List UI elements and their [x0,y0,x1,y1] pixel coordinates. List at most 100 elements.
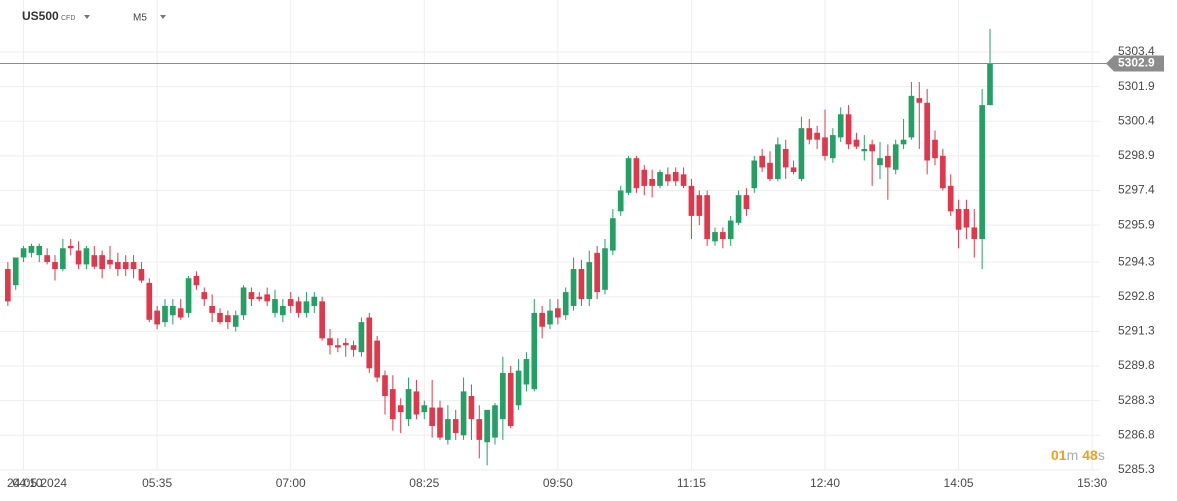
candle-body [720,232,726,239]
y-tick-label: 5291.3 [1118,324,1155,338]
dropdown-arrow[interactable] [160,15,166,19]
candle-body [633,158,640,189]
candle-body [248,292,255,300]
y-tick-label: 5285.3 [1118,462,1155,476]
candle-body [327,338,333,346]
candle-body [602,248,608,290]
candle-body [44,255,50,263]
candle-body [170,305,176,316]
y-tick-label: 5288.3 [1118,393,1155,407]
candle-body [36,245,43,256]
y-tick-label: 5297.4 [1118,183,1155,197]
candle-body [570,269,577,306]
candle-body [547,310,553,325]
candle-body [830,135,836,159]
y-tick-label: 5303.4 [1118,44,1155,58]
y-tick-label: 5292.8 [1118,289,1155,303]
candle-body [272,299,278,313]
candle-body [680,174,687,186]
candle-body [484,409,490,443]
candle-body [877,158,883,166]
candle-body [28,245,35,253]
candle-body [374,340,380,378]
candle-body [759,155,765,168]
candle-body [727,220,734,239]
timeframe[interactable]: M5 [133,13,147,24]
countdown-minutes: 01 [1051,447,1067,463]
candle-body [303,301,310,313]
candle-body [405,389,412,420]
candle-body [382,375,388,397]
y-tick-label: 5289.8 [1118,358,1155,372]
candle-body [209,305,215,313]
candle-body [468,396,475,420]
countdown-seconds: 48 [1082,447,1098,463]
candle-body [52,262,58,270]
dropdown-arrow[interactable] [84,15,90,19]
candle-body [688,185,695,216]
y-tick-label: 5300.4 [1118,113,1155,127]
candle-body [657,172,663,186]
candle-body [460,391,467,436]
candle-body [492,405,498,438]
candle-body [837,114,844,138]
candle-body [515,370,522,406]
x-tick-label: 04:10 [13,476,43,490]
x-tick-label: 11:15 [677,476,706,490]
candle-body [908,95,915,138]
candle-body [12,257,19,286]
candle-body [704,195,710,239]
candle-body [555,308,561,318]
candle-body [822,137,828,156]
candle-body [900,139,907,145]
candle-body [232,315,239,327]
candle-body [814,132,820,140]
candle-body [610,218,616,251]
candle-body [390,389,396,420]
date-label: 24.05.2024 [7,476,67,490]
candle-body [91,255,98,267]
candle-body [319,301,325,339]
symbol[interactable]: US500 [22,9,59,23]
candle-body [342,342,349,346]
candle-body [295,301,302,313]
candle-body [429,407,435,427]
symbol-tag[interactable]: CFD [61,15,75,22]
candle-body [924,102,930,161]
candle-body [500,372,506,420]
candle-body [476,419,483,440]
symbol-selector[interactable]: US500 CFD [22,9,90,23]
candle-body [845,114,852,145]
candle-body [539,312,545,327]
candle-body [987,63,993,106]
candle-body [445,419,451,440]
candle-body [138,269,145,281]
candle-body [979,105,985,239]
y-tick-label: 5298.9 [1118,148,1155,162]
candle-body [932,139,938,159]
candle-body [75,250,82,265]
candle-body [99,255,105,270]
candle-body [751,160,758,189]
candle-body [507,372,514,427]
timeframe-selector[interactable]: M5 [133,13,166,24]
candle-body [240,287,247,316]
last-price-label: 5302.9 [1118,56,1155,70]
candle-body [885,155,891,168]
candle-body [397,405,404,413]
x-tick-label: 09:50 [543,476,573,490]
candle-body [256,296,263,300]
candle-body [5,269,11,302]
candle-body [350,345,357,350]
grid [0,0,1100,471]
candle-body [201,292,208,300]
candle-body [162,305,168,323]
candle-body [280,305,286,316]
candle-body [696,195,703,216]
candle-body [452,419,459,433]
candle-body [20,248,27,258]
candle-body [531,312,538,390]
x-tick-label: 05:35 [142,476,172,490]
candle-body [767,162,773,179]
